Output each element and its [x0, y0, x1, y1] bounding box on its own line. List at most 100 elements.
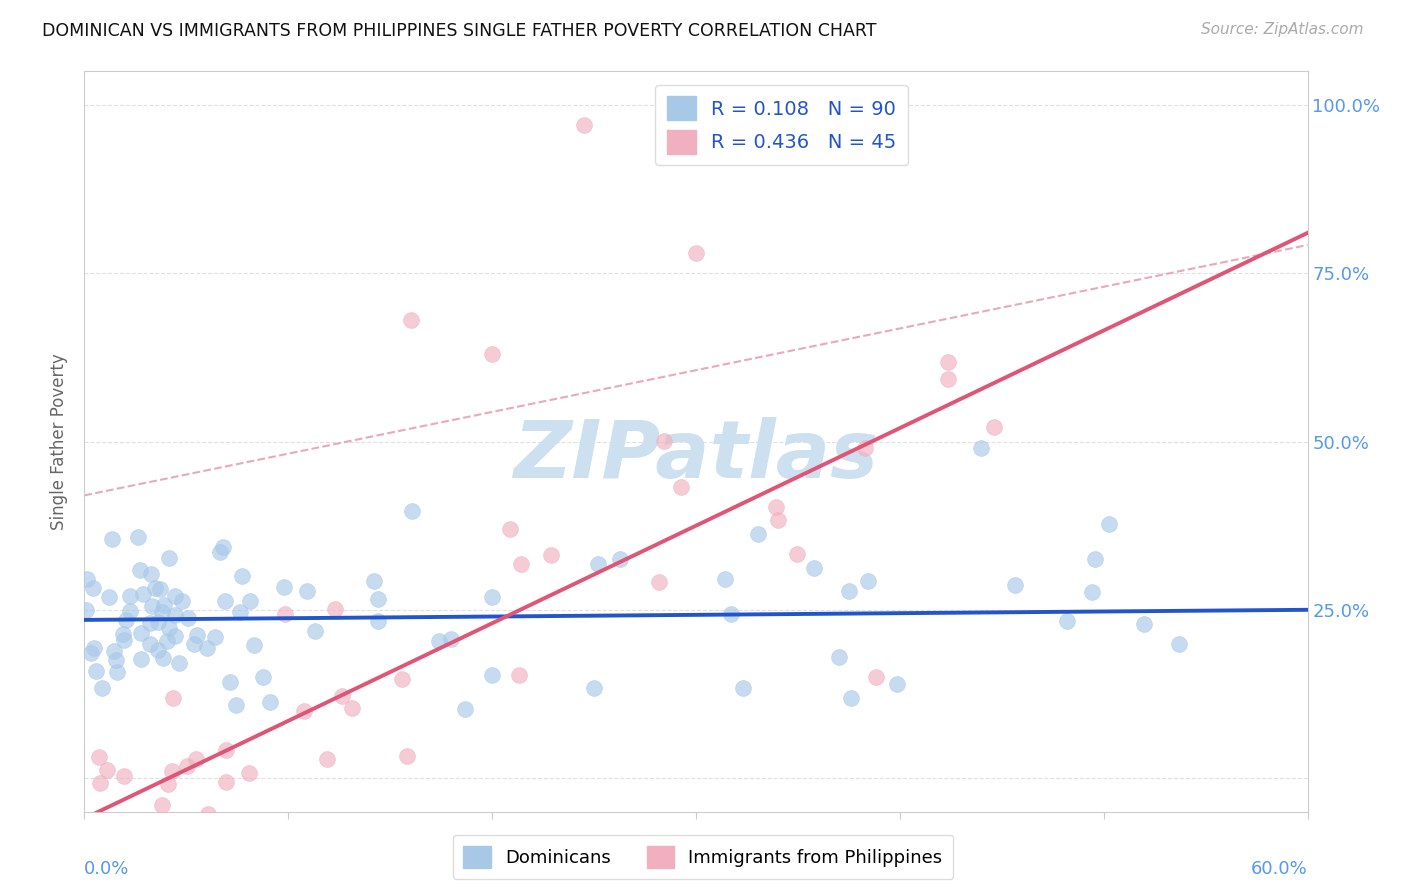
- Point: [582, 681, 605, 695]
- Text: 0.0%: 0.0%: [84, 860, 129, 878]
- Point: [510, 558, 533, 572]
- Point: [146, 643, 169, 657]
- Point: [238, 765, 260, 780]
- Point: [648, 575, 671, 590]
- Point: [83, 640, 105, 655]
- Point: [499, 523, 522, 537]
- Point: [163, 589, 186, 603]
- Point: [609, 551, 631, 566]
- Point: [395, 749, 418, 764]
- Point: [828, 650, 851, 665]
- Point: [295, 584, 318, 599]
- Point: [129, 652, 152, 666]
- Point: [197, 807, 219, 822]
- Point: [80, 646, 103, 660]
- Legend: Dominicans, Immigrants from Philippines: Dominicans, Immigrants from Philippines: [453, 835, 953, 879]
- Point: [225, 698, 247, 712]
- Point: [101, 532, 124, 546]
- Point: [586, 558, 609, 572]
- Point: [714, 572, 737, 586]
- Point: [208, 544, 231, 558]
- Point: [391, 673, 413, 687]
- Point: [239, 594, 262, 608]
- Point: [156, 633, 179, 648]
- Point: [120, 604, 142, 618]
- Point: [215, 742, 238, 756]
- Point: [970, 442, 993, 456]
- Point: [219, 674, 242, 689]
- Point: [1133, 617, 1156, 632]
- Point: [259, 695, 281, 709]
- Text: DOMINICAN VS IMMIGRANTS FROM PHILIPPINES SINGLE FATHER POVERTY CORRELATION CHART: DOMINICAN VS IMMIGRANTS FROM PHILIPPINES…: [42, 22, 877, 40]
- Point: [1056, 614, 1078, 628]
- Point: [146, 615, 169, 629]
- Point: [165, 607, 187, 622]
- Point: [839, 691, 862, 706]
- Point: [229, 606, 252, 620]
- Point: [129, 563, 152, 577]
- Point: [184, 752, 207, 766]
- Point: [82, 581, 104, 595]
- Point: [983, 420, 1005, 434]
- Point: [162, 691, 184, 706]
- Point: [273, 607, 295, 621]
- Point: [148, 582, 170, 597]
- Point: [97, 590, 120, 604]
- Point: [231, 569, 253, 583]
- Point: [163, 629, 186, 643]
- Point: [138, 615, 160, 630]
- Point: [936, 355, 959, 369]
- Point: [273, 580, 295, 594]
- Point: [215, 775, 238, 789]
- Point: [858, 574, 880, 588]
- Point: [1168, 637, 1191, 651]
- Point: [768, 513, 790, 527]
- Point: [160, 764, 183, 778]
- Point: [938, 371, 960, 385]
- Point: [152, 797, 174, 812]
- Point: [84, 664, 107, 678]
- Point: [669, 480, 692, 494]
- Point: [76, 572, 98, 586]
- Point: [838, 584, 860, 599]
- Point: [399, 313, 422, 327]
- Point: [886, 677, 908, 691]
- Point: [204, 630, 226, 644]
- Point: [111, 626, 134, 640]
- Point: [243, 638, 266, 652]
- Point: [747, 526, 769, 541]
- Point: [89, 750, 111, 764]
- Point: [167, 656, 190, 670]
- Point: [765, 500, 787, 514]
- Point: [733, 681, 755, 695]
- Point: [212, 540, 235, 554]
- Point: [652, 434, 675, 448]
- Point: [292, 704, 315, 718]
- Point: [157, 551, 180, 566]
- Point: [105, 653, 128, 667]
- Point: [141, 599, 163, 613]
- Point: [132, 586, 155, 600]
- Point: [157, 622, 180, 636]
- Point: [89, 776, 111, 790]
- Point: [330, 689, 353, 703]
- Point: [214, 594, 236, 608]
- Point: [150, 605, 173, 619]
- Point: [304, 624, 326, 638]
- Point: [481, 347, 503, 361]
- Point: [572, 118, 595, 132]
- Point: [176, 758, 198, 772]
- Point: [157, 777, 180, 791]
- Point: [440, 632, 463, 646]
- Point: [454, 702, 477, 716]
- Point: [141, 566, 163, 581]
- Point: [427, 634, 450, 648]
- Point: [323, 601, 346, 615]
- Point: [401, 504, 423, 518]
- Point: [131, 626, 153, 640]
- Point: [540, 548, 562, 562]
- Point: [115, 851, 138, 865]
- Point: [105, 665, 128, 680]
- Point: [197, 640, 219, 655]
- Point: [152, 651, 174, 665]
